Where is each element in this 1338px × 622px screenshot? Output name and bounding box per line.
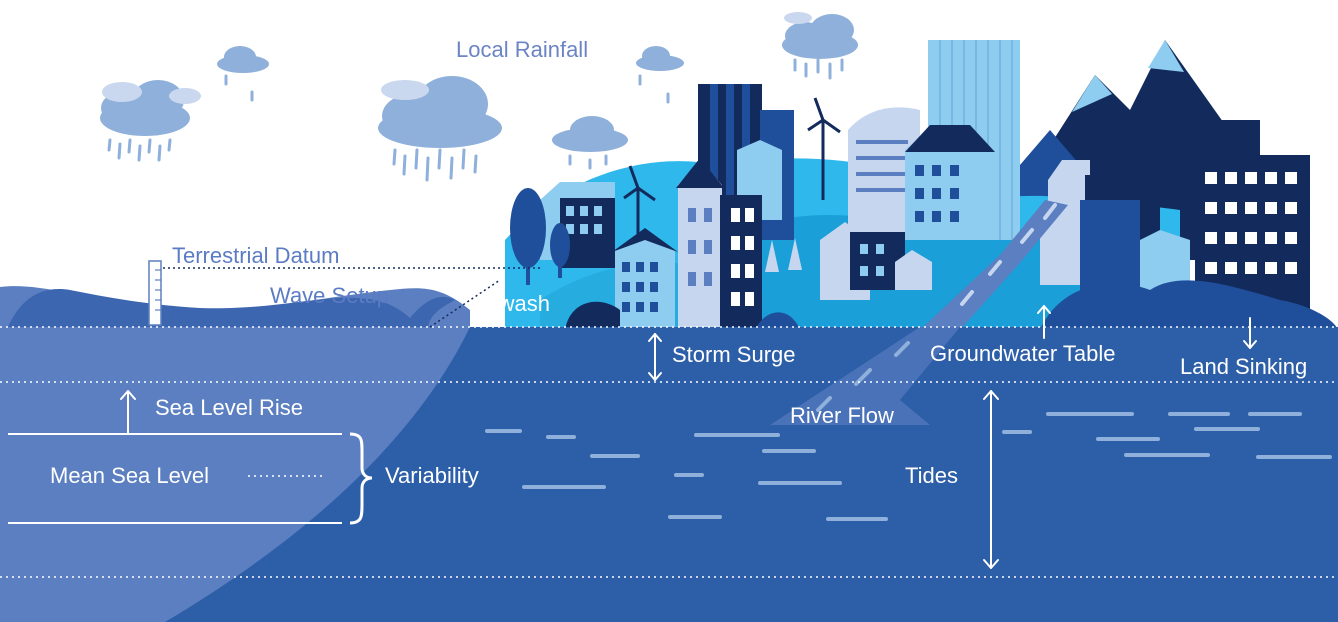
land-sinking-arrow-icon — [1243, 317, 1257, 349]
wave — [8, 289, 455, 327]
cloud-icon — [636, 46, 684, 71]
tree-icon — [765, 240, 779, 272]
road — [920, 200, 1068, 330]
wave-setup-label: Wave Setup — [270, 283, 390, 308]
wind-turbine-icon — [807, 97, 841, 200]
sea-level-rise-label: Sea Level Rise — [155, 395, 303, 420]
river-flow-label: River Flow — [790, 403, 894, 428]
cloud-icon — [100, 80, 201, 136]
tree-icon — [550, 223, 570, 278]
tree-icon — [788, 238, 802, 270]
water-ripples — [485, 412, 1332, 521]
cloud-icon — [217, 46, 269, 73]
sea-level-rise-arrow-icon — [120, 390, 136, 435]
raindrops — [107, 58, 844, 182]
cloud-icon — [378, 76, 502, 148]
cloud-icon — [782, 12, 858, 59]
ocean-shelf — [0, 286, 470, 622]
groundwater-table-label: Groundwater Table — [930, 341, 1116, 366]
mean-sea-level-label: Mean Sea Level — [50, 463, 209, 488]
reference-lines — [0, 326, 1338, 578]
tides-arrow-icon — [983, 390, 999, 569]
terrestrial-datum-label: Terrestrial Datum — [172, 243, 340, 268]
groundwater-arrow-icon — [1037, 305, 1051, 339]
arrows — [120, 305, 1257, 569]
variability-label: Variability — [385, 463, 479, 488]
city-buildings — [510, 40, 1338, 330]
tides-label: Tides — [905, 463, 958, 488]
storm-surge-arrow-icon — [648, 333, 662, 381]
swash-label: Swash — [484, 291, 551, 316]
storm-surge-label: Storm Surge — [672, 342, 796, 367]
rain-clouds — [100, 12, 858, 152]
tide-gauge-icon — [148, 260, 162, 326]
tree-icon — [510, 188, 546, 285]
local-rainfall-label: Local Rainfall — [456, 37, 589, 62]
cloud-icon — [552, 116, 628, 152]
variability-brace — [349, 432, 373, 525]
land-sinking-label: Land Sinking — [1180, 354, 1308, 379]
